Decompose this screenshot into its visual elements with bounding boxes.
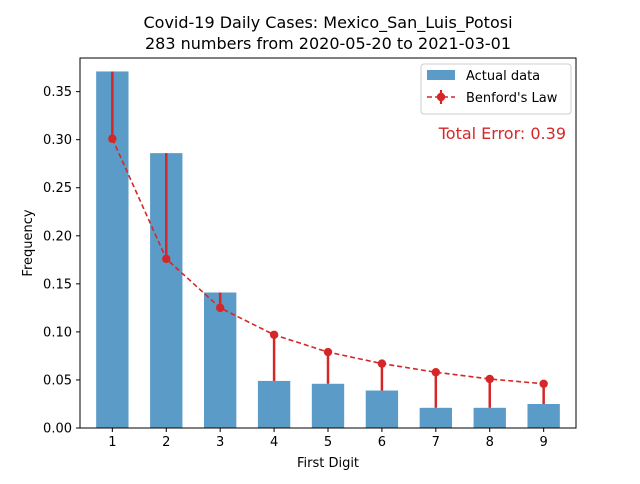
legend-label-actual: Actual data [466,69,540,84]
benford-point-digit-4 [269,330,279,339]
benford-point-digit-2 [162,254,171,264]
y-tick-label-5: 0.25 [43,181,72,196]
legend: Actual data Benford's Law [420,63,572,115]
legend-label-benford: Benford's Law [466,91,558,106]
x-tick-label-6: 6 [378,435,386,450]
y-tick-label-2: 0.10 [43,325,72,340]
y-tick-label-1: 0.05 [43,373,72,388]
y-tick-label-4: 0.20 [43,229,72,244]
x-tick-label-4: 4 [270,435,278,450]
y-tick-label-7: 0.35 [43,85,72,100]
bar-digit-6 [365,390,399,428]
benford-point-digit-5 [323,347,333,357]
bar-digit-3 [204,292,237,428]
legend-swatch-actual [427,70,455,80]
x-tick-label-2: 2 [162,435,170,450]
x-tick-label-7: 7 [432,435,440,450]
benford-point-digit-9 [539,379,548,388]
benford-line-layer [108,134,548,388]
bar-digit-4 [257,380,291,428]
y-axis: 0.00 0.05 0.10 0.15 0.20 0.25 0.30 0.35 [43,85,80,437]
benford-point-digit-6 [377,359,387,368]
benford-point-digit-8 [485,374,494,384]
y-tick-label-3: 0.15 [43,277,72,292]
x-axis: 1 2 3 4 5 6 7 8 9 [108,428,548,450]
chart-title: Covid-19 Daily Cases: Mexico_San_Luis_Po… [143,13,512,33]
legend-box [420,63,572,115]
benford-point-digit-7 [431,368,441,377]
x-tick-label-3: 3 [216,435,224,450]
x-tick-label-9: 9 [540,435,548,450]
bar-digit-8 [473,407,506,428]
bars-layer [96,71,560,429]
bar-digit-9 [527,403,560,428]
y-axis-label: Frequency [21,209,36,276]
chart-subtitle: 283 numbers from 2020-05-20 to 2021-03-0… [145,34,511,53]
legend-marker-benford [436,92,446,102]
bar-digit-5 [311,383,345,428]
error-lines-layer [111,71,545,408]
x-axis-label: First Digit [297,456,359,471]
x-tick-label-8: 8 [486,435,494,450]
y-tick-label-6: 0.30 [43,133,72,148]
bar-digit-7 [419,407,452,428]
x-tick-label-5: 5 [324,435,332,450]
total-error-annotation: Total Error: 0.39 [438,124,566,143]
benford-point-digit-1 [108,134,117,143]
benford-point-digit-3 [215,303,225,313]
y-tick-label-0: 0.00 [43,422,72,437]
x-tick-label-1: 1 [108,435,116,450]
